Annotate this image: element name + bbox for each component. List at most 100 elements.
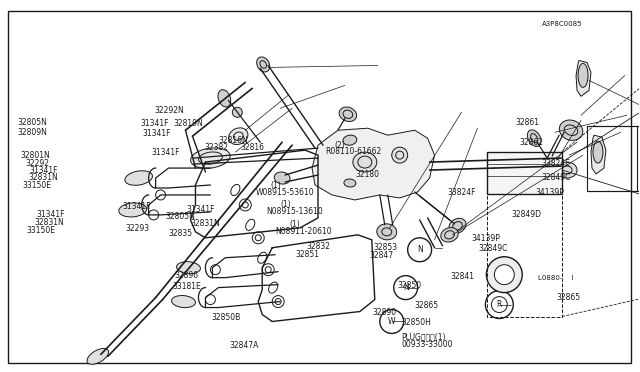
Text: L0880-    I: L0880- I — [538, 275, 573, 281]
Bar — [587, 126, 637, 191]
Ellipse shape — [156, 190, 166, 200]
Text: 32805N: 32805N — [166, 212, 196, 221]
Bar — [488, 152, 562, 194]
Text: 32816: 32816 — [240, 142, 264, 151]
Text: 32850: 32850 — [398, 281, 422, 290]
Ellipse shape — [119, 203, 147, 217]
Ellipse shape — [343, 135, 357, 145]
Ellipse shape — [527, 130, 541, 147]
Ellipse shape — [177, 262, 200, 274]
Text: R08110-61662: R08110-61662 — [325, 147, 381, 156]
Text: 33181E: 33181E — [172, 282, 201, 291]
Text: 31341F: 31341F — [122, 202, 151, 211]
Ellipse shape — [231, 185, 240, 196]
Text: 32832: 32832 — [306, 242, 330, 251]
Text: 33150E: 33150E — [27, 226, 56, 235]
Text: 32382: 32382 — [204, 142, 228, 151]
Ellipse shape — [559, 120, 583, 140]
Text: 32292: 32292 — [26, 159, 49, 168]
Bar — [488, 152, 562, 317]
Ellipse shape — [353, 152, 377, 172]
Text: 31341F: 31341F — [186, 205, 214, 214]
Text: 31341F: 31341F — [143, 129, 172, 138]
Text: 34139P: 34139P — [472, 234, 500, 243]
Polygon shape — [576, 61, 591, 96]
Text: 32801N: 32801N — [20, 151, 50, 160]
Text: 32831N: 32831N — [28, 173, 58, 182]
Ellipse shape — [239, 199, 252, 211]
Ellipse shape — [339, 107, 356, 122]
Ellipse shape — [148, 210, 159, 220]
Text: 32850H: 32850H — [402, 318, 431, 327]
Ellipse shape — [380, 310, 404, 333]
Ellipse shape — [205, 295, 216, 305]
Text: 32890: 32890 — [372, 308, 396, 317]
Text: 32841: 32841 — [451, 272, 475, 281]
Ellipse shape — [218, 90, 231, 107]
Text: 32809N: 32809N — [17, 128, 47, 137]
Text: W08915-53610: W08915-53610 — [256, 188, 315, 197]
Text: 32849C: 32849C — [542, 173, 572, 182]
Ellipse shape — [191, 148, 230, 169]
Ellipse shape — [272, 296, 284, 308]
Text: 32831N: 32831N — [35, 218, 64, 227]
Text: 31341F: 31341F — [30, 166, 58, 175]
Text: A3P8C0085: A3P8C0085 — [542, 21, 582, 27]
Text: 33824F: 33824F — [447, 188, 476, 197]
Text: (1): (1) — [270, 181, 281, 190]
Text: 00933-33000: 00933-33000 — [402, 340, 453, 349]
Text: 32819N: 32819N — [173, 119, 203, 128]
Polygon shape — [591, 135, 606, 174]
Text: 32849D: 32849D — [511, 211, 541, 219]
Text: (2): (2) — [334, 141, 345, 150]
Ellipse shape — [392, 147, 408, 163]
Ellipse shape — [593, 141, 603, 163]
Ellipse shape — [394, 276, 418, 299]
Text: 32293: 32293 — [125, 224, 150, 233]
Text: 32896: 32896 — [175, 271, 199, 280]
Text: 32850B: 32850B — [212, 313, 241, 322]
Text: 32847: 32847 — [370, 251, 394, 260]
Text: N: N — [417, 245, 422, 254]
Text: 32851: 32851 — [296, 250, 320, 259]
Text: 32805N: 32805N — [17, 119, 47, 128]
Ellipse shape — [344, 179, 356, 187]
Text: 33824E: 33824E — [542, 159, 571, 168]
Text: 31341F: 31341F — [140, 119, 169, 128]
Ellipse shape — [269, 282, 278, 293]
Ellipse shape — [485, 291, 513, 318]
Text: (1): (1) — [289, 220, 300, 229]
Ellipse shape — [494, 265, 515, 285]
Text: PLUGプラグ(1): PLUGプラグ(1) — [402, 333, 446, 342]
Polygon shape — [312, 128, 435, 200]
Ellipse shape — [274, 172, 290, 184]
Text: N08911-20610: N08911-20610 — [275, 227, 332, 236]
Text: 32865: 32865 — [556, 293, 580, 302]
Text: 32853: 32853 — [374, 243, 397, 252]
Text: 33150E: 33150E — [22, 181, 51, 190]
Ellipse shape — [232, 107, 243, 117]
Ellipse shape — [486, 257, 522, 293]
Text: (1): (1) — [280, 200, 291, 209]
Ellipse shape — [228, 128, 248, 145]
Text: 32862: 32862 — [519, 138, 543, 147]
Ellipse shape — [441, 228, 458, 242]
Ellipse shape — [578, 64, 588, 87]
Ellipse shape — [449, 218, 466, 233]
Ellipse shape — [557, 162, 577, 178]
Text: 32847A: 32847A — [230, 341, 259, 350]
Ellipse shape — [125, 171, 152, 185]
Text: 32292N: 32292N — [154, 106, 184, 115]
Text: W: W — [388, 317, 396, 326]
Ellipse shape — [408, 238, 431, 262]
Ellipse shape — [546, 156, 562, 168]
Ellipse shape — [172, 295, 195, 308]
Ellipse shape — [257, 57, 269, 72]
Text: N: N — [403, 283, 408, 292]
Ellipse shape — [377, 224, 397, 240]
Ellipse shape — [258, 252, 267, 263]
Text: 32849C: 32849C — [478, 244, 508, 253]
Text: 32180: 32180 — [355, 170, 379, 179]
Text: 32861: 32861 — [515, 118, 539, 127]
Text: 31341F: 31341F — [151, 148, 180, 157]
